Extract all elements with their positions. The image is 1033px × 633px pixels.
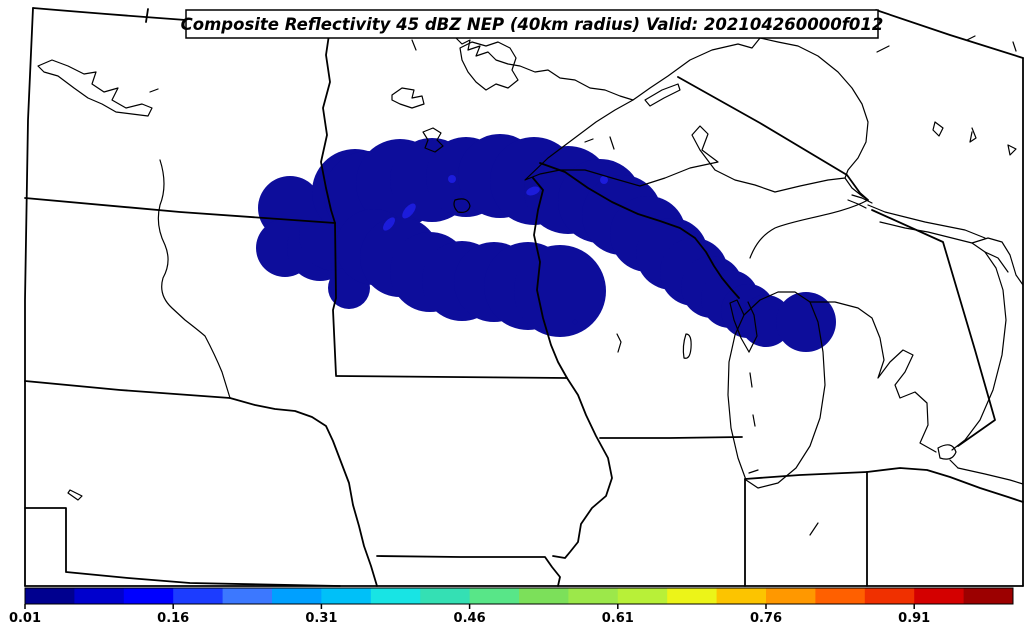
colorbar-segment	[321, 588, 372, 604]
colorbar-segment	[173, 588, 224, 604]
border-lakes-chain	[454, 36, 634, 101]
north-channel	[867, 204, 986, 239]
colorbar-tick-label: 0.76	[750, 611, 782, 626]
georgian-bay	[971, 237, 1024, 286]
colorbar-segment	[272, 588, 322, 604]
colorbar-segment	[370, 588, 421, 604]
missouri-river-dakotas	[157, 159, 231, 399]
lower-michigan-shore	[809, 301, 937, 453]
wisconsin-flowage	[616, 333, 622, 353]
small-lake-sw	[67, 489, 83, 501]
lake-erie-north-shore	[957, 467, 1024, 485]
montana-border-line	[24, 7, 34, 587]
colorbar-segment	[519, 588, 569, 604]
colorbar-tick-label: 0.46	[454, 611, 486, 626]
mn-wi-border	[532, 177, 568, 379]
st-marys-channel	[844, 177, 873, 209]
lake-winnebago	[682, 333, 692, 359]
colorbar-segment	[617, 588, 668, 604]
colorbar-segment	[74, 588, 125, 604]
bottom-left-borders	[24, 507, 341, 587]
colorbar-segment	[914, 588, 965, 604]
ontario-ne-diagonal	[875, 9, 1024, 59]
michigan-island-marks	[748, 372, 819, 536]
colorbar-tick-label: 0.01	[9, 611, 41, 626]
colorbar-segment	[864, 588, 915, 604]
colorbar-tick-label: 0.16	[157, 611, 189, 626]
nep-inner-patches	[383, 175, 608, 231]
nd-sd-border	[24, 197, 336, 224]
colorbar-segment	[766, 588, 816, 604]
state-and-national-borders	[24, 7, 1024, 587]
lake-of-the-woods	[459, 41, 519, 91]
colorbar-segment	[716, 588, 767, 604]
detroit-river	[949, 459, 959, 469]
lake-sakakawea	[37, 59, 153, 117]
mississippi-ia-il	[552, 377, 613, 559]
colorbar-segment	[222, 588, 273, 604]
green-bay	[729, 299, 750, 353]
nep-speck	[572, 319, 578, 325]
title-box-frame	[185, 9, 879, 39]
red-river-border	[320, 27, 336, 224]
colorbar-frame	[24, 587, 1014, 605]
colorbar-segment	[815, 588, 866, 604]
colorbar-segment	[123, 588, 174, 604]
mn-sd-border	[332, 222, 337, 376]
lake-st-clair	[937, 444, 957, 460]
colorbar-segment	[25, 588, 75, 604]
mi-oh-erie-shore	[866, 467, 1024, 503]
mille-lacs-lake	[453, 198, 471, 213]
ontario-small-lakes	[876, 35, 1017, 156]
mn-ia-border	[335, 375, 568, 379]
leech-lake	[422, 127, 444, 153]
colorbar-segment	[420, 588, 471, 604]
colorbar-segment	[469, 588, 520, 604]
manitoba-tick	[145, 8, 149, 23]
superior-border-diagonal	[677, 76, 869, 201]
probability-colorbar: 0.01 0.16 0.31 0.46 0.61 0.76 0.91	[9, 587, 1014, 626]
lakes-and-rivers	[37, 35, 1024, 536]
wi-il-border	[599, 436, 743, 439]
colorbar-segment	[667, 588, 718, 604]
red-lake	[391, 87, 425, 109]
huron-border-diagonal	[871, 209, 996, 447]
colorbar-segment	[568, 588, 619, 604]
apostle-island-marks	[584, 136, 615, 150]
nd-small-marks	[149, 39, 417, 93]
colorbar-tick-label: 0.91	[898, 611, 930, 626]
isle-royale	[644, 83, 681, 107]
lake-superior	[524, 37, 869, 193]
upper-peninsula-south-shore	[749, 199, 869, 259]
wi-mi-border	[539, 162, 740, 299]
nep-probability-region	[256, 134, 836, 352]
figure-title: Composite Reflectivity 45 dBZ NEP (40km …	[181, 15, 884, 34]
colorbar-tick-label: 0.61	[602, 611, 634, 626]
ia-mo-border	[376, 555, 561, 587]
lake-huron-canadian-shore	[879, 221, 1007, 451]
sd-ne-border	[24, 380, 231, 399]
mi-in-border	[744, 471, 868, 480]
title-box: Composite Reflectivity 45 dBZ NEP (40km …	[181, 9, 884, 39]
missouri-river-ne-ia	[229, 397, 378, 587]
door-peninsula	[747, 301, 758, 353]
colorbar-tick-label: 0.31	[305, 611, 337, 626]
colorbar-segment	[963, 588, 1014, 604]
